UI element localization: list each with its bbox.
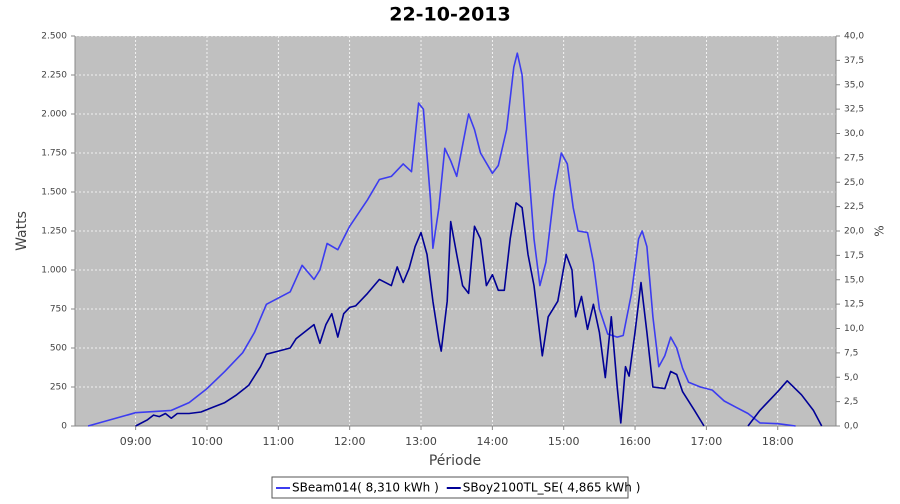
x-tick-label: 15:00 — [548, 435, 580, 448]
y2-tick-label: 40,0 — [844, 32, 864, 42]
y-tick-label: 2.000 — [41, 110, 67, 120]
y2-tick-label: 35,0 — [844, 80, 864, 90]
x-tick-label: 17:00 — [691, 435, 723, 448]
y2-tick-label: 32,5 — [844, 105, 864, 115]
y2-tick-label: 12,5 — [844, 300, 864, 310]
y2-tick-label: 25,0 — [844, 178, 864, 188]
y2-tick-label: 2,5 — [844, 397, 858, 407]
y2-tick-label: 22,5 — [844, 202, 864, 212]
x-axis-label: Période — [429, 453, 481, 469]
x-tick-label: 14:00 — [477, 435, 509, 448]
y2-tick-label: 20,0 — [844, 227, 864, 237]
x-tick-label: 12:00 — [334, 435, 366, 448]
y-axis-label: Watts — [14, 211, 30, 251]
series-line — [87, 52, 796, 427]
y-tick-label: 1.750 — [41, 149, 67, 159]
y2-axis-label: % — [873, 225, 887, 236]
y-tick-label: 2.250 — [41, 71, 67, 81]
x-tick-label: 16:00 — [619, 435, 651, 448]
y2-tick-label: 0,0 — [844, 422, 859, 432]
y2-tick-label: 30,0 — [844, 129, 864, 139]
x-tick-label: 18:00 — [762, 435, 794, 448]
y-tick-label: 2.500 — [41, 32, 67, 42]
y-tick-label: 250 — [50, 383, 67, 393]
y2-tick-label: 37,5 — [844, 56, 864, 66]
chart-title: 22-10-2013 — [389, 4, 511, 26]
legend-label: SBoy2100TL_SE( 4,865 kWh ) — [463, 481, 641, 495]
x-tick-label: 11:00 — [262, 435, 294, 448]
y2-tick-label: 17,5 — [844, 251, 864, 261]
y-tick-label: 750 — [50, 305, 67, 315]
y-tick-label: 1.000 — [41, 266, 67, 276]
x-tick-label: 09:00 — [120, 435, 152, 448]
y2-tick-label: 7,5 — [844, 348, 858, 358]
series-line — [135, 202, 823, 427]
y-tick-label: 1.500 — [41, 188, 67, 198]
y2-tick-label: 27,5 — [844, 153, 864, 163]
y2-tick-label: 10,0 — [844, 324, 864, 334]
y-tick-label: 0 — [61, 422, 67, 432]
y-tick-label: 500 — [50, 344, 67, 354]
x-tick-label: 10:00 — [191, 435, 223, 448]
y2-tick-label: 5,0 — [844, 373, 859, 383]
legend-label: SBeam014( 8,310 kWh ) — [292, 481, 439, 495]
y2-tick-label: 15,0 — [844, 275, 864, 285]
y-tick-label: 1.250 — [41, 227, 67, 237]
x-tick-label: 13:00 — [405, 435, 437, 448]
